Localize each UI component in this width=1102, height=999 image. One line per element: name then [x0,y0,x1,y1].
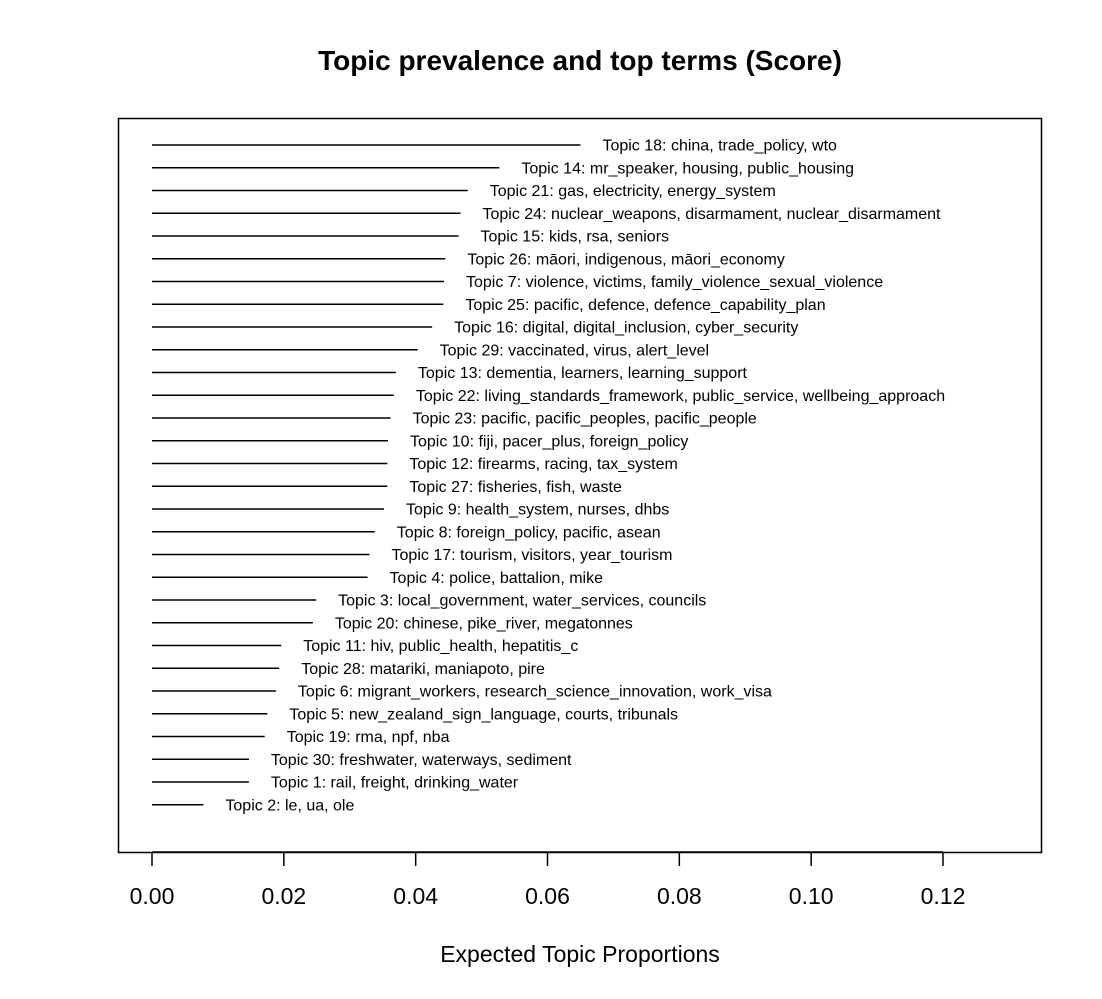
x-tick-label: 0.02 [261,883,306,909]
topic-label: Topic 5: new_zealand_sign_language, cour… [289,706,678,723]
topic-label: Topic 24: nuclear_weapons, disarmament, … [482,206,941,223]
topic-label: Topic 10: fiji, pacer_plus, foreign_poli… [410,433,688,450]
topic-label: Topic 28: matariki, maniapoto, pire [301,661,545,678]
topic-label: Topic 29: vaccinated, virus, alert_level [440,342,709,359]
topic-label: Topic 9: health_system, nurses, dhbs [406,502,669,519]
topic-label: Topic 20: chinese, pike_river, megatonne… [335,615,633,632]
chart-title: Topic prevalence and top terms (Score) [318,45,842,76]
topic-label: Topic 7: violence, victims, family_viole… [466,274,883,291]
topic-label: Topic 12: firearms, racing, tax_system [409,456,678,473]
x-tick-label: 0.00 [130,883,175,909]
topic-label: Topic 14: mr_speaker, housing, public_ho… [521,160,854,177]
topic-label: Topic 2: le, ua, ole [225,797,354,814]
topic-label: Topic 11: hiv, public_health, hepatitis_… [303,638,578,655]
topic-label: Topic 15: kids, rsa, seniors [481,229,670,246]
topic-label: Topic 21: gas, electricity, energy_syste… [490,183,776,200]
topic-label: Topic 30: freshwater, waterways, sedimen… [271,752,572,769]
topic-label: Topic 8: foreign_policy, pacific, asean [397,524,661,541]
topic-label: Topic 23: pacific, pacific_peoples, paci… [413,411,757,428]
x-tick-label: 0.08 [657,883,702,909]
topic-label: Topic 1: rail, freight, drinking_water [271,775,519,792]
topic-label: Topic 27: fisheries, fish, waste [409,479,622,496]
x-axis: 0.00 0.02 0.04 0.06 0.08 0.10 0.12 [130,851,966,909]
x-tick-label: 0.10 [789,883,834,909]
topic-label: Topic 22: living_standards_framework, pu… [416,388,945,405]
topic-label: Topic 4: police, battalion, mike [390,570,604,587]
bar-group [152,144,581,806]
topic-label: Topic 3: local_government, water_service… [338,593,706,610]
topic-label: Topic 17: tourism, visitors, year_touris… [392,547,673,564]
topic-label-group: Topic 18: china, trade_policy, wto Topic … [225,138,945,815]
topic-label: Topic 6: migrant_workers, research_scien… [298,684,772,701]
topic-label: Topic 18: china, trade_policy, wto [602,138,837,155]
topic-label: Topic 19: rma, npf, nba [287,729,450,746]
x-tick-label: 0.12 [921,883,966,909]
topic-label: Topic 13: dementia, learners, learning_s… [418,365,748,382]
x-axis-title: Expected Topic Proportions [440,941,720,967]
topic-label: Topic 16: digital, digital_inclusion, cy… [454,320,798,337]
topic-label: Topic 25: pacific, defence, defence_capa… [465,297,825,314]
x-tick-label: 0.06 [525,883,570,909]
topic-label: Topic 26: māori, indigenous, māori_econo… [467,251,785,268]
x-tick-label: 0.04 [393,883,438,909]
